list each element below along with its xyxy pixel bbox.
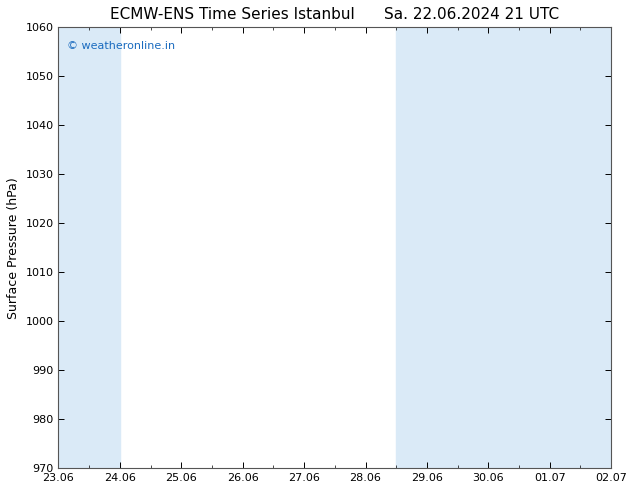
Bar — [396, 27, 519, 468]
Y-axis label: Surface Pressure (hPa): Surface Pressure (hPa) — [7, 177, 20, 318]
Bar — [519, 27, 634, 468]
Title: ECMW-ENS Time Series Istanbul      Sa. 22.06.2024 21 UTC: ECMW-ENS Time Series Istanbul Sa. 22.06.… — [110, 7, 559, 22]
Text: © weatheronline.in: © weatheronline.in — [67, 41, 175, 50]
Bar — [28, 27, 120, 468]
